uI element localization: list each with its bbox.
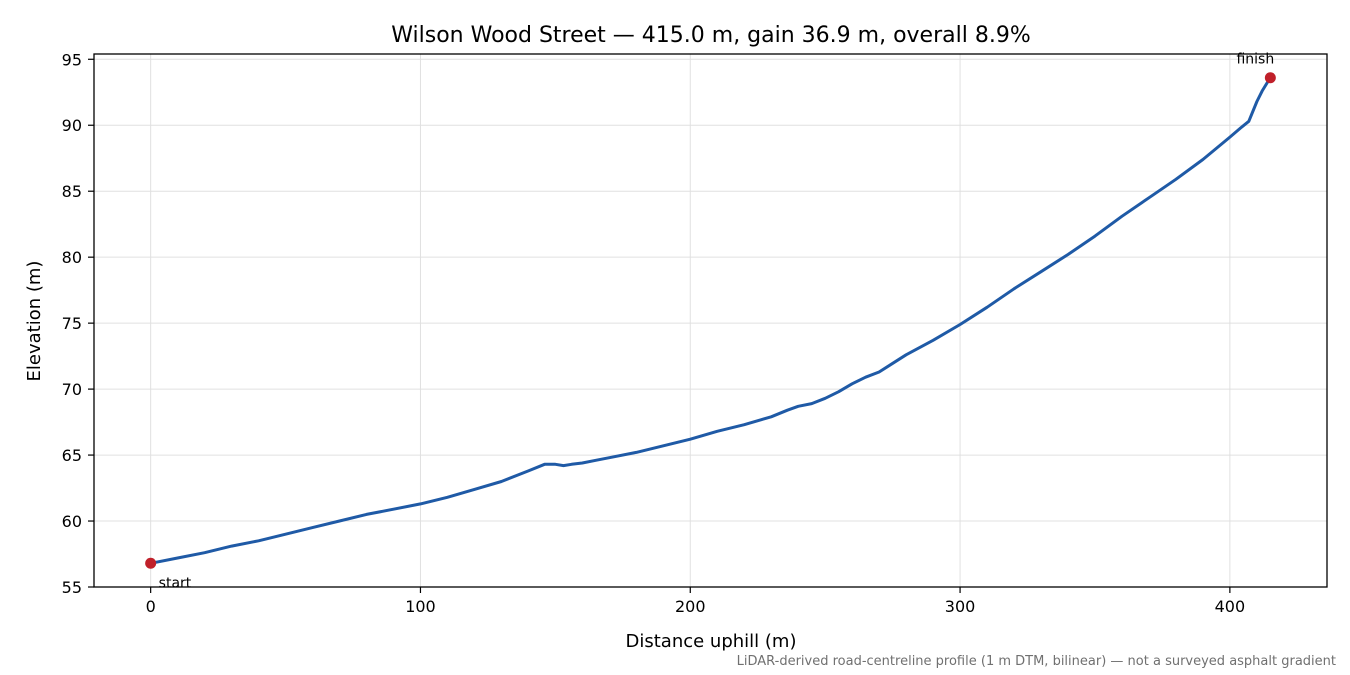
x-tick-label: 400 [1215, 597, 1246, 616]
start-marker [145, 557, 157, 569]
grid-layer [94, 54, 1327, 588]
tick-layer: 0 100 200 300 400 55 60 65 70 75 80 85 90 95 [62, 50, 1246, 616]
y-tick-label: 85 [62, 182, 82, 201]
y-tick-label: 65 [62, 446, 82, 465]
elevation-line [149, 76, 1272, 565]
source-footnote: LiDAR-derived road-centreline profile (1… [737, 654, 1336, 669]
series-layer [149, 76, 1272, 565]
y-tick-label: 55 [62, 578, 82, 597]
x-axis-label: Distance uphill (m) [626, 631, 797, 652]
finish-label: finish [1236, 52, 1274, 68]
x-tick-label: 0 [146, 597, 156, 616]
y-tick-label: 90 [62, 116, 82, 135]
start-label: start [159, 575, 192, 591]
y-tick-label: 70 [62, 380, 82, 399]
finish-marker [1264, 72, 1276, 84]
y-tick-label: 75 [62, 314, 82, 333]
plot-frame [93, 53, 1328, 588]
y-tick-label: 95 [62, 50, 82, 69]
x-tick-label: 300 [945, 597, 976, 616]
x-tick-label: 200 [675, 597, 706, 616]
y-tick-label: 80 [62, 248, 82, 267]
y-axis-label: Elevation (m) [24, 261, 45, 382]
marker-layer: start finish [145, 52, 1276, 591]
y-tick-label: 60 [62, 512, 82, 531]
chart-title: Wilson Wood Street — 415.0 m, gain 36.9 … [391, 23, 1030, 48]
x-tick-label: 100 [405, 597, 436, 616]
